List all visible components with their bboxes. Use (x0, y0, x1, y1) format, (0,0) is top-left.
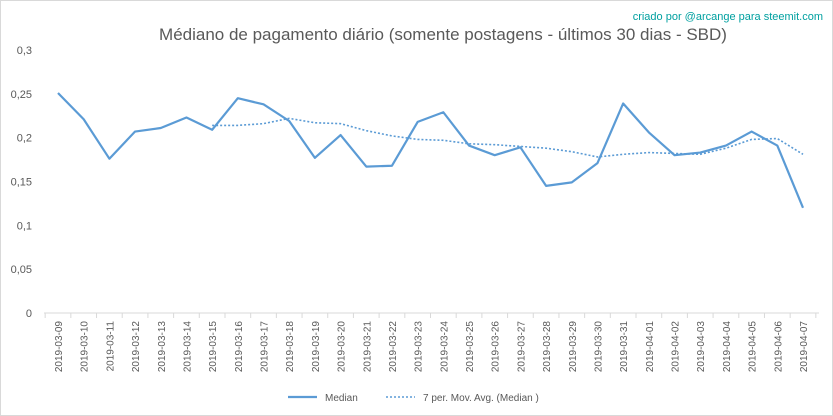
y-tick-label: 0 (26, 308, 32, 320)
x-tick-label: 2019-03-09 (54, 321, 65, 373)
x-tick-label: 2019-03-11 (105, 321, 116, 372)
x-tick-label: 2019-04-02 (671, 321, 682, 373)
x-tick-label: 2019-03-15 (208, 321, 219, 373)
legend-label: 7 per. Mov. Avg. (Median ) (423, 393, 539, 404)
moving-average-line (212, 117, 804, 158)
x-tick-label: 2019-04-06 (773, 321, 784, 373)
x-tick-label: 2019-03-25 (465, 321, 476, 373)
x-tick-label: 2019-04-03 (696, 321, 707, 373)
y-tick-label: 0,3 (17, 45, 32, 57)
x-tick-label: 2019-03-18 (285, 321, 296, 373)
x-tick-label: 2019-03-30 (593, 321, 604, 373)
median-line (57, 92, 805, 209)
y-tick-label: 0,15 (11, 177, 32, 189)
x-tick-label: 2019-04-04 (722, 321, 733, 373)
x-tick-label: 2019-03-20 (337, 321, 348, 373)
x-tick-label: 2019-03-26 (491, 321, 502, 373)
x-tick-label: 2019-04-07 (799, 321, 810, 373)
x-tick-label: 2019-03-24 (439, 321, 450, 373)
legend: Median 7 per. Mov. Avg. (Median ) (288, 393, 539, 404)
x-tick-label: 2019-03-19 (311, 321, 322, 373)
x-tick-label: 2019-04-01 (645, 321, 656, 373)
x-tick-label: 2019-03-21 (362, 321, 373, 373)
x-tick-label: 2019-03-16 (234, 321, 245, 373)
y-axis: 0 0,05 0,1 0,15 0,2 0,25 0,3 (11, 45, 32, 320)
y-tick-label: 0,1 (17, 220, 32, 232)
x-axis: 2019-03-09 2019-03-10 2019-03-11 2019-03-12… (44, 312, 819, 373)
x-tick-label: 2019-03-22 (388, 321, 399, 373)
series-layer (57, 92, 805, 209)
x-tick-label: 2019-03-17 (260, 321, 271, 373)
legend-label: Median (325, 393, 358, 404)
y-tick-label: 0,2 (17, 133, 32, 145)
x-tick-label: 2019-04-05 (748, 321, 759, 373)
x-tick-label: 2019-03-31 (619, 321, 630, 373)
y-tick-label: 0,25 (11, 89, 32, 101)
x-tick-label: 2019-03-10 (80, 321, 91, 373)
chart-credit: criado por @arcange para steemit.com (633, 11, 823, 23)
chart-title: Médiano de pagamento diário (somente pos… (159, 25, 727, 44)
x-tick-label: 2019-03-14 (182, 321, 193, 373)
x-tick-label: 2019-03-27 (516, 321, 527, 373)
x-tick-label: 2019-03-13 (157, 321, 168, 373)
x-tick-label: 2019-03-29 (568, 321, 579, 373)
y-tick-label: 0,05 (11, 264, 32, 276)
x-tick-label: 2019-03-28 (542, 321, 553, 373)
x-tick-label: 2019-03-12 (131, 321, 142, 373)
x-tick-label: 2019-03-23 (414, 321, 425, 373)
